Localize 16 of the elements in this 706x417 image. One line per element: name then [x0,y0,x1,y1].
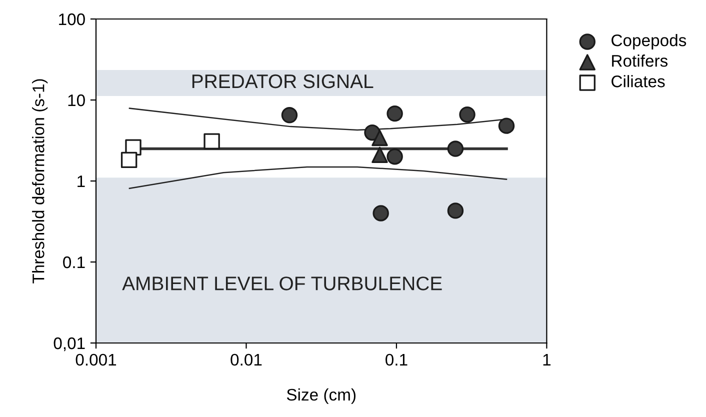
y-tick-label: 1 [78,176,85,188]
x-tick-label: 1 [543,354,551,366]
band-label: PREDATOR SIGNAL [192,74,374,88]
y-axis-title: Threshold deformation (s-1) [32,79,48,284]
x-tick-label: 0.1 [386,354,408,366]
x-axis-title: Size (cm) [286,388,356,404]
legend-label: Ciliates [612,75,665,88]
legend-label: Rotifers [612,54,668,67]
band-label: AMBIENT LEVEL OF TURBULENCE [122,276,442,290]
y-tick-label: 0.1 [63,256,85,268]
x-tick-label: 0.01 [230,354,262,366]
y-tick-label: 100 [59,13,85,26]
y-tick-label: 10 [68,94,85,106]
legend-label: Copepods [612,34,686,50]
x-tick-label: 0.001 [76,354,116,366]
y-tick-label: 0,01 [54,337,85,352]
